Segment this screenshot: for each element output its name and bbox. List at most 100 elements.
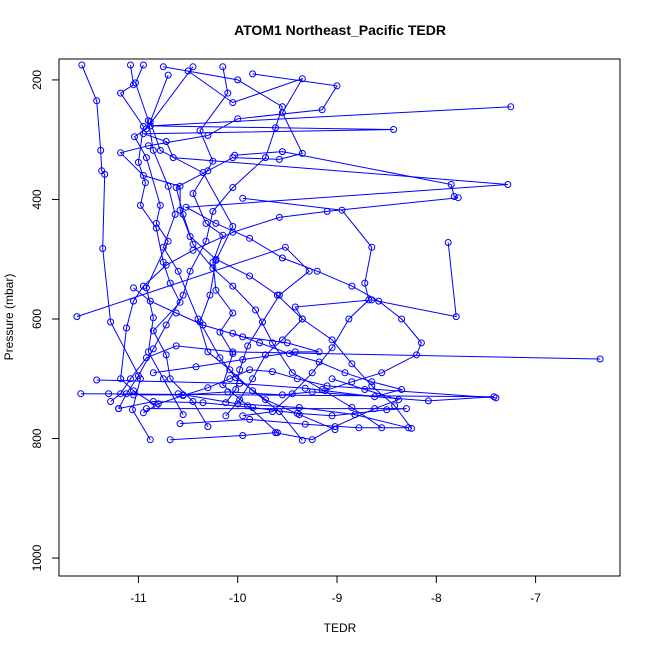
data-point	[156, 201, 164, 209]
data-point	[246, 415, 254, 423]
data-point	[189, 63, 197, 71]
data-point	[162, 351, 170, 359]
profile-line	[118, 66, 283, 409]
data-point	[278, 336, 286, 344]
data-point	[196, 127, 204, 135]
profile-series	[115, 398, 410, 420]
data-point	[256, 339, 264, 347]
data-point	[172, 342, 180, 350]
data-point	[390, 126, 398, 133]
data-point	[308, 436, 316, 444]
data-point	[130, 391, 137, 399]
data-point	[313, 267, 321, 275]
data-point	[101, 170, 109, 178]
profile-series	[166, 375, 403, 444]
data-point	[249, 375, 257, 383]
profile-series	[130, 284, 323, 377]
data-point	[447, 181, 455, 188]
data-point	[328, 344, 336, 352]
data-point	[199, 321, 207, 329]
data-point	[131, 133, 138, 141]
data-point	[234, 76, 242, 84]
data-point	[144, 142, 152, 150]
data-point	[281, 243, 289, 251]
data-point	[452, 313, 460, 321]
profile-line	[119, 64, 209, 427]
data-point	[152, 219, 160, 227]
data-point	[371, 405, 379, 413]
profile-line	[175, 70, 382, 429]
data-point	[162, 321, 170, 329]
data-point	[338, 206, 346, 214]
profile-line	[143, 369, 496, 414]
data-point	[222, 412, 230, 420]
data-point	[236, 366, 244, 374]
data-point	[212, 255, 220, 263]
data-point	[424, 397, 432, 405]
data-point	[130, 284, 137, 292]
data-point	[259, 318, 266, 326]
data-point	[291, 348, 299, 356]
data-point	[176, 206, 184, 214]
data-point	[136, 201, 144, 209]
profile-series	[222, 239, 460, 420]
data-point	[275, 291, 283, 299]
data-point	[219, 63, 227, 71]
data-point	[275, 213, 283, 221]
profile-series	[239, 194, 376, 420]
data-point	[368, 243, 376, 251]
data-point	[97, 146, 105, 154]
data-point	[129, 406, 136, 414]
data-point	[301, 420, 309, 428]
data-point	[395, 396, 403, 404]
data-point	[139, 130, 147, 138]
data-point	[295, 404, 303, 411]
data-point	[117, 375, 125, 383]
data-point	[202, 219, 210, 227]
data-point	[246, 366, 254, 374]
x-tick-label: -9	[332, 591, 343, 605]
data-point	[146, 297, 154, 305]
data-point	[186, 267, 194, 275]
data-point	[408, 424, 415, 432]
data-point	[162, 261, 170, 269]
data-point	[78, 61, 86, 69]
data-point	[301, 384, 309, 392]
data-point	[278, 103, 286, 111]
x-axis: -11 -10 -9 -8 -7	[130, 576, 541, 605]
data-point	[278, 254, 286, 262]
data-point	[216, 328, 224, 336]
data-point	[149, 314, 157, 322]
profile-series	[117, 148, 462, 410]
data-point	[216, 354, 224, 362]
data-point	[239, 194, 247, 202]
data-point	[186, 233, 194, 240]
y-tick-label: 600	[30, 309, 44, 329]
data-point	[224, 89, 232, 97]
data-point	[283, 339, 291, 347]
y-tick-label: 200	[30, 70, 44, 90]
data-point	[398, 315, 406, 323]
data-point	[73, 313, 81, 321]
data-point	[308, 369, 316, 377]
data-point	[99, 245, 107, 252]
data-point	[176, 182, 184, 190]
data-point	[204, 167, 212, 175]
data-point	[159, 63, 167, 71]
data-point	[149, 345, 157, 353]
data-point	[328, 412, 336, 420]
plot-frame	[58, 58, 621, 577]
data-point	[192, 363, 200, 371]
data-point	[123, 324, 130, 332]
data-point	[278, 391, 286, 399]
data-point	[234, 400, 242, 408]
data-point	[204, 423, 212, 431]
data-point	[149, 327, 157, 335]
data-point	[166, 436, 174, 444]
data-point	[139, 61, 147, 69]
data-point	[328, 336, 336, 344]
data-point	[141, 179, 149, 187]
data-point	[169, 154, 177, 162]
data-point	[272, 429, 279, 437]
data-point	[127, 375, 134, 383]
